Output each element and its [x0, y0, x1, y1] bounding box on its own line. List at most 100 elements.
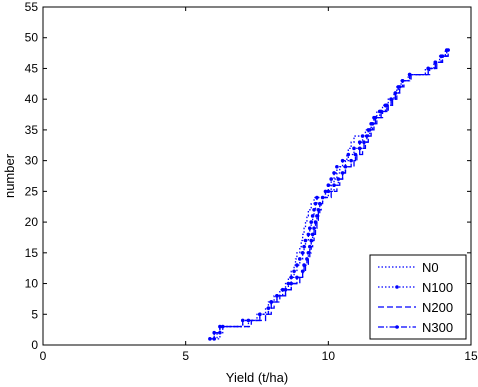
data-point	[346, 152, 351, 157]
data-point	[336, 177, 341, 181]
data-point	[258, 312, 262, 317]
data-point	[362, 140, 366, 144]
data-point	[269, 300, 274, 304]
data-point	[340, 158, 345, 163]
y-tick-label: 40	[25, 92, 39, 106]
data-point	[316, 208, 321, 212]
data-point	[300, 269, 305, 274]
data-point	[332, 171, 336, 175]
data-point	[315, 214, 319, 218]
legend-marker	[395, 325, 399, 329]
data-point	[373, 115, 378, 120]
data-point	[323, 189, 328, 194]
data-point	[329, 177, 333, 181]
y-tick-label: 50	[25, 31, 39, 45]
data-point	[246, 318, 251, 323]
data-point	[310, 214, 315, 218]
data-point	[266, 306, 271, 310]
x-axis-label: Yield (t/ha)	[226, 370, 288, 385]
data-point	[212, 330, 216, 335]
data-point	[283, 287, 288, 292]
data-point	[289, 275, 294, 280]
data-point	[317, 201, 322, 206]
data-point	[303, 238, 308, 243]
x-tick-label: 15	[464, 349, 478, 363]
data-point	[400, 78, 405, 83]
y-tick-label: 35	[25, 123, 39, 137]
data-point	[349, 158, 353, 163]
y-axis-label: number	[2, 153, 17, 198]
data-point	[307, 226, 312, 231]
y-tick-label: 15	[25, 246, 39, 260]
data-point	[275, 294, 279, 298]
data-point	[218, 324, 222, 329]
data-point	[360, 134, 365, 138]
data-point	[370, 121, 375, 126]
data-point	[312, 208, 316, 212]
data-point	[352, 146, 356, 151]
data-point	[426, 66, 431, 71]
series-n200	[211, 50, 448, 340]
series-n300	[208, 48, 450, 341]
data-point	[295, 263, 299, 267]
data-point	[343, 164, 348, 169]
data-point	[367, 128, 372, 132]
data-point	[306, 232, 311, 237]
x-tick-label: 10	[322, 349, 336, 363]
data-point	[385, 103, 389, 108]
legend-marker	[395, 285, 399, 289]
x-tick-label: 0	[40, 349, 47, 363]
data-point	[315, 195, 319, 200]
data-point	[309, 238, 314, 243]
data-point	[208, 337, 212, 341]
data-point	[306, 251, 311, 255]
data-point	[340, 171, 345, 175]
data-point	[389, 97, 393, 101]
data-point	[365, 134, 369, 138]
data-point	[335, 164, 339, 169]
y-tick-label: 5	[31, 307, 38, 321]
y-tick-label: 30	[25, 154, 39, 168]
y-tick-label: 25	[25, 184, 39, 198]
data-point	[396, 85, 401, 89]
x-axis-ticks: 0 5 10 15	[40, 7, 478, 363]
data-point	[379, 109, 383, 114]
data-point	[313, 201, 318, 206]
data-point	[312, 226, 316, 231]
data-point	[298, 257, 302, 261]
y-tick-label: 10	[25, 277, 39, 291]
data-point	[302, 263, 306, 267]
data-point	[280, 287, 285, 292]
data-point	[305, 257, 309, 261]
data-point	[313, 220, 318, 224]
x-tick-label: 5	[182, 349, 189, 363]
data-point	[353, 152, 358, 157]
data-point	[289, 281, 294, 286]
legend-label: N0	[422, 260, 439, 275]
y-tick-label: 55	[25, 0, 39, 14]
legend-label: N100	[422, 280, 453, 295]
data-point	[292, 269, 296, 274]
data-point	[295, 275, 299, 280]
data-point	[300, 251, 305, 255]
data-point	[307, 244, 312, 249]
data-point	[286, 281, 291, 286]
data-point	[310, 232, 315, 237]
legend-label: N300	[422, 320, 453, 335]
data-point	[332, 183, 336, 188]
legend-box	[369, 254, 467, 340]
data-point	[407, 72, 412, 77]
y-tick-label: 20	[25, 215, 39, 229]
data-point	[326, 183, 331, 188]
data-point	[326, 189, 331, 194]
plot-frame	[42, 6, 472, 346]
data-point	[440, 54, 445, 58]
legend-label: N200	[422, 300, 453, 315]
data-point	[320, 195, 325, 200]
y-tick-label: 0	[31, 338, 38, 352]
data-point	[393, 91, 398, 95]
data-point	[309, 220, 314, 224]
y-tick-label: 45	[25, 61, 39, 75]
data-point	[240, 318, 245, 323]
